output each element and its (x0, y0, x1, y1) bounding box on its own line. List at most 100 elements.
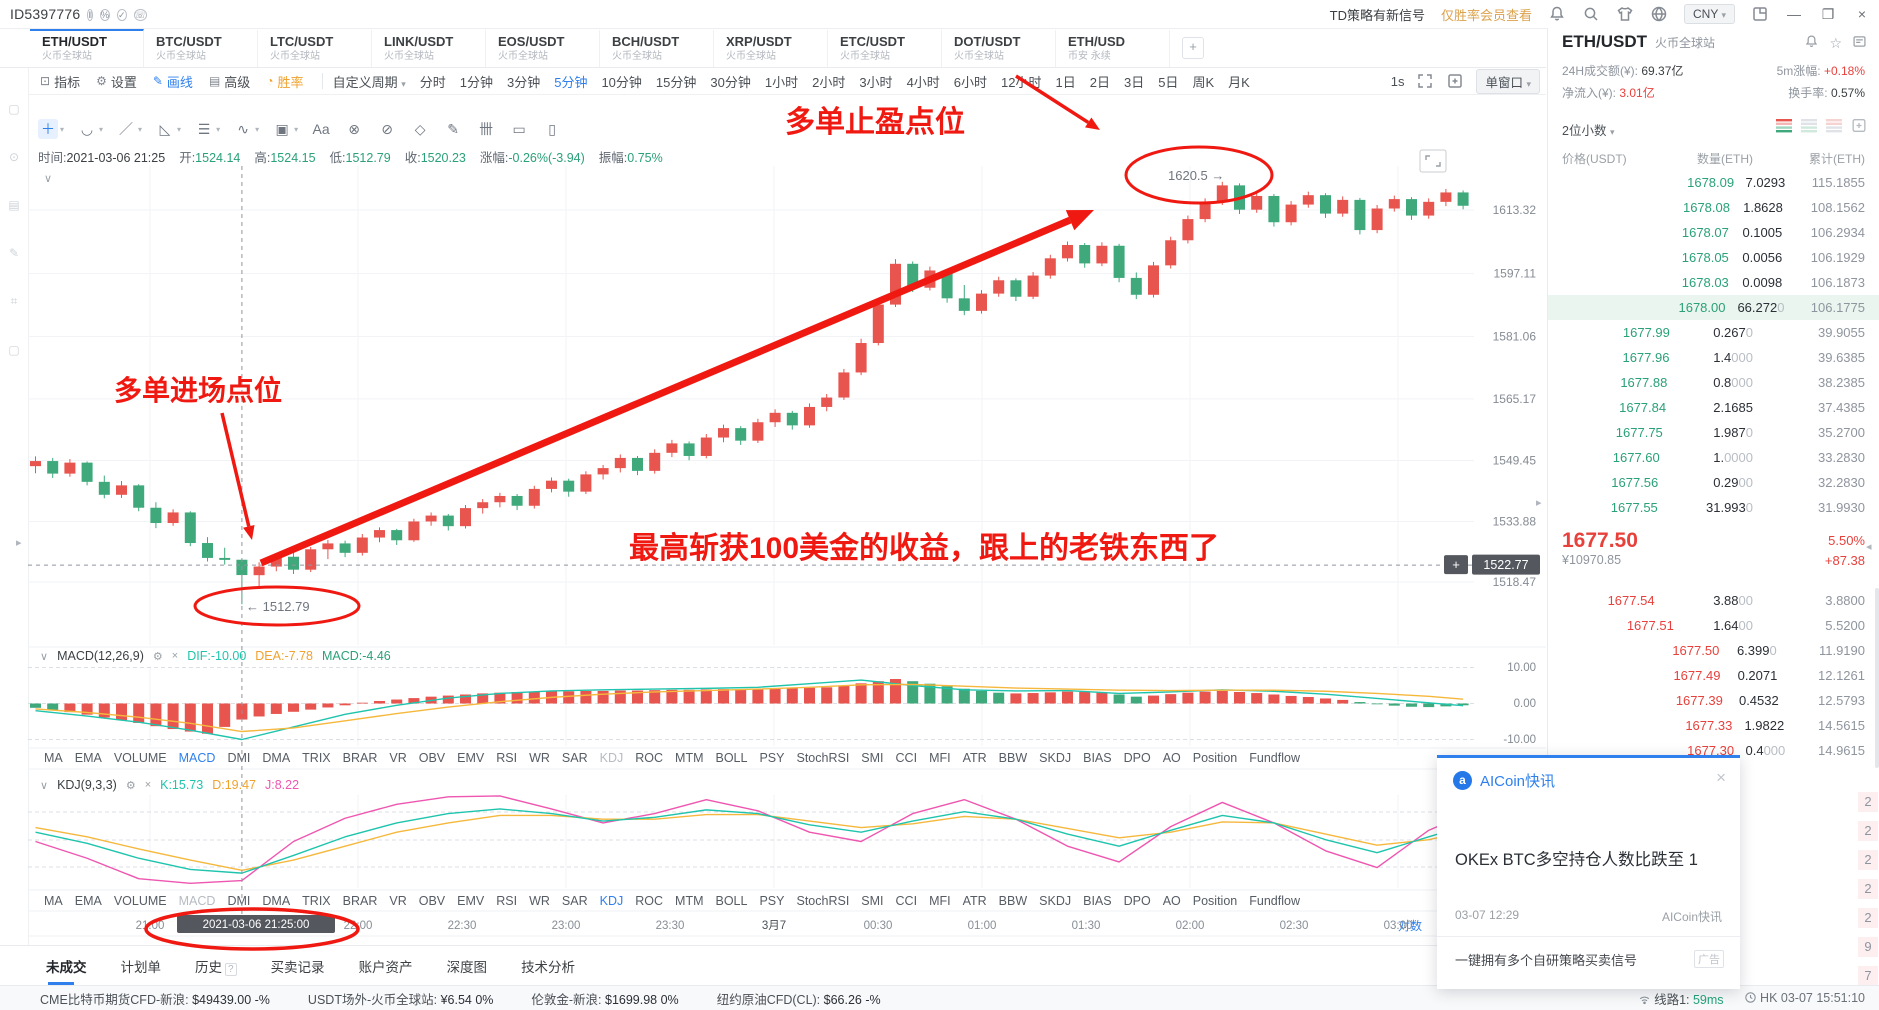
news-headline[interactable]: OKEx BTC多空持仓人数比跌至 1 (1455, 851, 1698, 869)
log-scale-toggle[interactable]: 对数 (1398, 919, 1423, 933)
ask-row[interactable]: 1678.03 0.0098 106.1873 (1681, 275, 1865, 290)
tab-eth-usdt[interactable]: ETH/USDT 火币全球站 (30, 29, 144, 67)
workspace-mini-icon[interactable]: ✓ (117, 9, 127, 21)
画线-button[interactable]: ✎ 画线 (152, 74, 193, 90)
indicator-BBW[interactable]: BBW (998, 751, 1028, 765)
bell-icon[interactable] (1804, 34, 1819, 52)
period-3分钟[interactable]: 3分钟 (506, 74, 541, 90)
workspace-mini-icon[interactable]: % (100, 9, 111, 21)
channel-tool-icon[interactable]: ☰ ▾ (197, 120, 221, 137)
crosshair-add-order-button[interactable] (1444, 555, 1468, 575)
book-mode-asks-icon[interactable] (1801, 118, 1818, 133)
bottom-tab-买卖记录[interactable]: 买卖记录 (270, 959, 325, 975)
indicator-Position[interactable]: Position (1192, 751, 1238, 765)
trendline-tool-icon[interactable]: ／ ▾ (119, 121, 143, 137)
ask-row[interactable]: 1677.60 1.0000 33.2830 (1612, 450, 1865, 465)
bottom-tab-未成交[interactable]: 未成交 (46, 956, 87, 985)
indicator-MFI[interactable]: MFI (929, 751, 951, 765)
tab-etc-usdt[interactable]: ETC/USDT 火币全球站 (828, 29, 942, 67)
workspace-mini-icon[interactable]: ☏ (133, 9, 147, 21)
tab-dot-usdt[interactable]: DOT/USDT 火币全球站 (942, 29, 1056, 67)
restore-button[interactable]: ❐ (1821, 5, 1835, 22)
last-price-block[interactable]: 1677.50 ¥10970.85 5.50% +87.38 (1548, 525, 1879, 577)
indicator-StochRSI[interactable]: StochRSI (796, 751, 850, 765)
crosshair-tool-icon[interactable]: ＋ ▾ (38, 119, 64, 139)
collapse-ohlc-icon[interactable]: ∨ (44, 173, 52, 185)
indicator-SKDJ[interactable]: SKDJ (1039, 894, 1072, 908)
collapse-right-arrow[interactable]: ▸ (1536, 497, 1542, 509)
indicator-MACD[interactable]: MACD (178, 751, 216, 765)
seconds-toggle[interactable]: 1s (1390, 73, 1405, 89)
indicator-BRAR[interactable]: BRAR (342, 751, 378, 765)
indicator-MTM[interactable]: MTM (675, 894, 704, 908)
tab-ltc-usdt[interactable]: LTC/USDT 火币全球站 (258, 29, 372, 67)
indicator-RSI[interactable]: RSI (496, 894, 518, 908)
ask-row[interactable]: 1677.99 0.2670 39.9055 (1622, 325, 1865, 340)
indicator-EMA[interactable]: EMA (74, 751, 102, 765)
minimize-button[interactable]: — (1787, 6, 1801, 22)
indicator-DMI[interactable]: DMI (227, 894, 251, 908)
period-5分钟[interactable]: 5分钟 (554, 74, 588, 90)
bid-row[interactable]: 1677.33 1.9822 14.5615 (1685, 718, 1865, 733)
workspace-mini-icon[interactable]: ‖ (87, 9, 94, 21)
indicator-ATR[interactable]: ATR (962, 751, 987, 765)
indicator-KDJ[interactable]: KDJ (599, 751, 624, 765)
indicator-MA[interactable]: MA (44, 751, 63, 765)
period-3小时[interactable]: 3小时 (859, 74, 893, 90)
bottom-tab-账户资产[interactable]: 账户资产 (358, 959, 413, 975)
expand-chart-icon[interactable] (1419, 149, 1447, 173)
strip-icon[interactable]: ✎ (8, 246, 20, 260)
ruler-tool-icon[interactable]: ◇ (414, 120, 426, 137)
pencil-tool-icon[interactable]: ✎ (447, 120, 459, 137)
panel-scrollbar[interactable] (1875, 588, 1879, 768)
bid-row[interactable]: 1677.30 0.4000 14.9615 (1687, 743, 1865, 758)
clear-tool-icon[interactable]: ▭ (512, 120, 526, 137)
bottom-tab-技术分析[interactable]: 技术分析 (521, 959, 576, 975)
magnet-tool-icon[interactable]: ⊘ (381, 120, 393, 137)
indicator-Fundflow[interactable]: Fundflow (1249, 894, 1300, 908)
tshirt-icon[interactable] (1616, 5, 1634, 23)
indicator-OBV[interactable]: OBV (418, 894, 446, 908)
ask-row[interactable]: 1677.84 2.1685 37.4385 (1619, 400, 1865, 415)
period-30分钟[interactable]: 30分钟 (710, 74, 751, 90)
indicator-BOLL[interactable]: BOLL (715, 751, 748, 765)
indicator-ATR[interactable]: ATR (962, 894, 987, 908)
tab-eth-usd[interactable]: ETH/USD 币安 永续 (1056, 29, 1170, 67)
eraser-tool-icon[interactable]: ⊗ (348, 120, 360, 137)
indicator-PSY[interactable]: PSY (759, 894, 785, 908)
arc-tool-icon[interactable]: ◡ ▾ (80, 120, 104, 137)
bell-icon[interactable] (1548, 5, 1566, 23)
strip-icon[interactable]: ▤ (8, 198, 20, 212)
ask-row[interactable]: 1678.07 0.1005 106.2934 (1681, 225, 1866, 240)
ask-row[interactable]: 1678.08 1.8628 108.1562 (1682, 200, 1865, 215)
period-2小时[interactable]: 2小时 (812, 74, 846, 90)
strip-icon[interactable]: ⌗ (10, 294, 18, 308)
ask-row[interactable]: 1677.88 0.8000 38.2385 (1620, 375, 1865, 390)
indicator-MTM[interactable]: MTM (675, 751, 704, 765)
indicator-SKDJ[interactable]: SKDJ (1039, 751, 1072, 765)
indicator-BBW[interactable]: BBW (998, 894, 1028, 908)
shape-tool-icon[interactable]: ▣ ▾ (275, 120, 299, 137)
collapse-icon[interactable]: ∨ (40, 779, 49, 792)
bid-row[interactable]: 1677.49 0.2071 12.1261 (1673, 668, 1865, 683)
bottom-tab-深度图[interactable]: 深度图 (446, 959, 488, 975)
globe-icon[interactable] (1650, 5, 1668, 23)
period-月K[interactable]: 月K (1228, 74, 1250, 90)
indicator-PSY[interactable]: PSY (759, 751, 785, 765)
tab-eos-usdt[interactable]: EOS/USDT 火币全球站 (486, 29, 600, 67)
ask-row[interactable]: 1678.09 7.0293 115.1855 (1687, 175, 1865, 190)
indicator-WR[interactable]: WR (529, 894, 550, 908)
indicator-EMV[interactable]: EMV (457, 894, 485, 908)
period-15分钟[interactable]: 15分钟 (655, 74, 697, 90)
window-mode-select[interactable]: 单窗口 ▾ (1476, 68, 1540, 94)
expand-left-panel-arrow[interactable]: ▸ (16, 537, 22, 549)
ask-row[interactable]: 1678.05 0.0056 106.1929 (1681, 250, 1865, 265)
strip-icon[interactable]: ▢ (8, 102, 20, 116)
period-6小时[interactable]: 6小时 (953, 74, 988, 90)
indicator-VR[interactable]: VR (389, 894, 407, 908)
quote-board-icon[interactable] (1852, 34, 1867, 52)
indicator-MA[interactable]: MA (44, 894, 63, 908)
indicator-MFI[interactable]: MFI (929, 894, 951, 908)
snapshot-tool-icon[interactable]: ▯ (548, 120, 556, 137)
indicator-StochRSI[interactable]: StochRSI (796, 894, 850, 908)
